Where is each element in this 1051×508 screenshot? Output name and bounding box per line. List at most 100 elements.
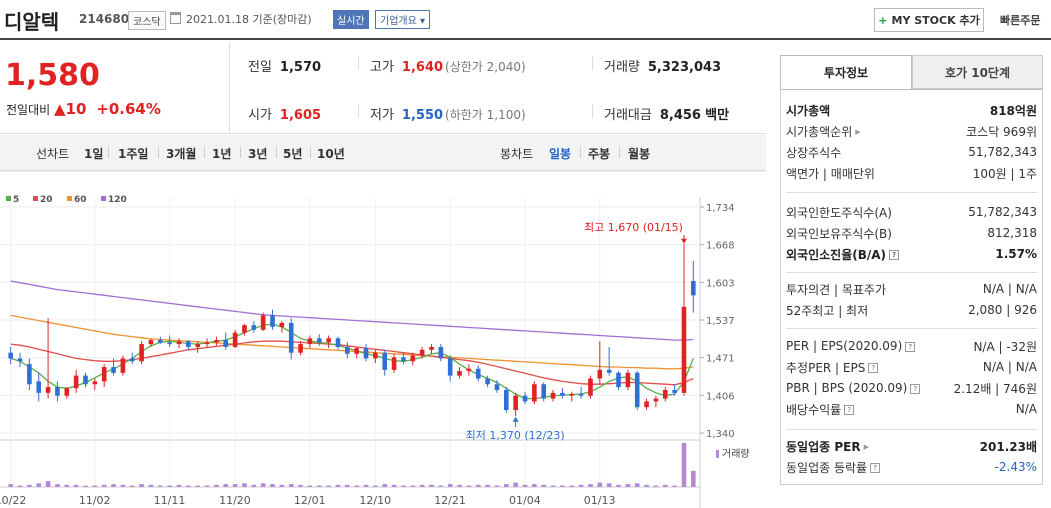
candle-chart-label[interactable]: 봉차트 bbox=[500, 147, 534, 161]
volume-bar bbox=[447, 484, 453, 487]
volume-bar bbox=[532, 484, 537, 487]
candle bbox=[251, 325, 257, 330]
candle bbox=[691, 280, 696, 296]
candle-weekly[interactable]: 주봉 bbox=[588, 147, 611, 161]
candle-monthly[interactable]: 월봉 bbox=[628, 147, 651, 161]
candle bbox=[438, 346, 444, 359]
volume-bar bbox=[251, 484, 257, 487]
period-3y[interactable]: 3년 bbox=[248, 147, 268, 161]
volume-bar bbox=[148, 484, 154, 487]
candle bbox=[345, 346, 350, 354]
quick-order-link[interactable]: 빠른주문 bbox=[1000, 14, 1041, 27]
legend-label: 5 bbox=[13, 195, 19, 205]
price-chart[interactable]: 1,734 1,668 1,603 1,537 1,471 1,406 1,340 10/22… bbox=[0, 171, 766, 508]
company-overview-dropdown[interactable]: 기업개요 ▾ bbox=[375, 10, 431, 29]
candle bbox=[550, 392, 556, 399]
period-1d[interactable]: 1일 bbox=[84, 147, 104, 161]
candle bbox=[45, 387, 51, 393]
period-3m[interactable]: 3개월 bbox=[166, 147, 197, 161]
candle bbox=[597, 369, 603, 379]
realtime-button[interactable]: 실시간 bbox=[333, 10, 369, 29]
stock-header: 디알텍 214680 코스닥 2021.01.18 기준(장마감) 실시간 기업… bbox=[0, 0, 1051, 40]
y-tick-label: 1,668 bbox=[706, 241, 735, 252]
help-icon: ? bbox=[868, 363, 879, 373]
candle bbox=[129, 358, 135, 362]
line-chart-label[interactable]: 선차트 bbox=[36, 147, 70, 161]
candle bbox=[17, 358, 23, 362]
y-tick-label: 1,340 bbox=[706, 429, 735, 440]
foreign-holding-row: 외국인보유주식수(B) 812,318 bbox=[786, 226, 1037, 241]
volume-bar bbox=[260, 483, 266, 487]
triangle-right-icon: ▶ bbox=[855, 128, 861, 136]
x-tick-label: 11/02 bbox=[79, 494, 111, 507]
volume-bar bbox=[485, 484, 490, 487]
volume-bar bbox=[391, 484, 397, 487]
help-icon: ? bbox=[905, 341, 916, 352]
volume-bar bbox=[588, 484, 593, 487]
tab-investment-info[interactable]: 투자정보 bbox=[780, 55, 912, 89]
ma-line-120 bbox=[10, 280, 694, 341]
ma-line-60 bbox=[10, 314, 694, 370]
help-icon: ? bbox=[870, 463, 881, 473]
candle bbox=[410, 355, 416, 362]
volume-bar bbox=[410, 485, 416, 487]
current-price-box: 1,580 전일대비 ▲10 +0.64% bbox=[0, 42, 230, 134]
candle-daily[interactable]: 일봉 bbox=[549, 147, 572, 161]
candle bbox=[223, 340, 229, 347]
volume: 거래량 5,323,043 bbox=[604, 60, 722, 75]
volume-bar bbox=[45, 481, 51, 487]
market-cap-row: 시가총액 818억원 bbox=[786, 103, 1037, 118]
volume-bar bbox=[111, 484, 116, 487]
help-icon: ? bbox=[844, 405, 855, 415]
volume-bar bbox=[92, 485, 98, 487]
volume-bar bbox=[382, 484, 388, 487]
volume-bar bbox=[195, 485, 201, 487]
my-stock-add-button[interactable]: + MY STOCK 추가 bbox=[874, 8, 984, 32]
period-1y[interactable]: 1년 bbox=[212, 147, 232, 161]
divider bbox=[358, 56, 359, 70]
candle bbox=[176, 341, 182, 345]
legend-label: 120 bbox=[108, 195, 127, 205]
candle bbox=[270, 315, 275, 327]
y-tick-label: 1,603 bbox=[706, 278, 735, 289]
volume-bar bbox=[644, 484, 649, 487]
foreign-limit-row: 외국인한도주식수(A) 51,782,343 bbox=[786, 205, 1037, 220]
period-10y[interactable]: 10년 bbox=[317, 147, 345, 161]
volume-bar bbox=[326, 485, 331, 487]
period-5y[interactable]: 5년 bbox=[283, 147, 303, 161]
volume-bar bbox=[373, 485, 378, 487]
divider bbox=[358, 104, 359, 118]
candle bbox=[644, 401, 649, 408]
week52-row: 52주최고 | 최저 2,080 | 926 bbox=[786, 303, 1037, 318]
industry-per-row: 동일업종 PER ▶ 201.23배 bbox=[786, 439, 1037, 454]
opinion-row: 투자의견 | 목표주가 N/A | N/A bbox=[786, 282, 1037, 297]
candle bbox=[634, 372, 640, 408]
listed-shares-row: 상장주식수 51,782,343 bbox=[786, 145, 1037, 160]
candle bbox=[288, 322, 294, 353]
candle bbox=[569, 393, 575, 396]
candle bbox=[139, 344, 144, 362]
industry-change-row: 동일업종 등락률? -2.43% bbox=[786, 460, 1037, 475]
candle bbox=[391, 357, 397, 370]
candle bbox=[307, 338, 313, 345]
max-annotation: 최고 1,670 (01/15) bbox=[584, 221, 683, 234]
y-tick-label: 1,734 bbox=[706, 203, 735, 214]
pbr-bps-row: PBR | BPS (2020.09)? 2.12배 | 746원 bbox=[786, 381, 1037, 396]
volume-bar bbox=[616, 484, 621, 487]
volume-bar bbox=[288, 484, 294, 487]
volume-bar bbox=[279, 484, 285, 487]
volume-bar bbox=[186, 485, 191, 487]
volume-bar bbox=[522, 484, 528, 487]
x-tick-label: 11/20 bbox=[219, 494, 251, 507]
volume-bar bbox=[419, 484, 425, 487]
tab-order-book[interactable]: 호가 10단계 bbox=[912, 55, 1043, 89]
high-price: 고가 1,640 (상한가 2,040) bbox=[370, 60, 526, 75]
period-1w[interactable]: 1주일 bbox=[118, 147, 149, 161]
volume-bar bbox=[681, 443, 687, 487]
candle bbox=[513, 395, 518, 411]
volume-bar bbox=[242, 483, 247, 487]
stock-code: 214680 bbox=[79, 12, 130, 26]
stock-name: 디알텍 bbox=[4, 10, 60, 34]
open-price: 시가 1,605 bbox=[248, 108, 322, 123]
volume-bar bbox=[36, 483, 42, 487]
